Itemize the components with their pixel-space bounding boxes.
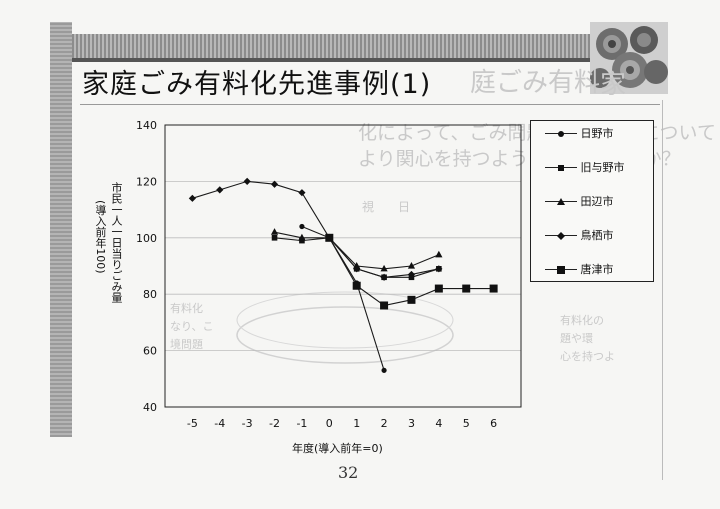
chart-gridlines — [165, 180, 521, 352]
data-point — [381, 367, 387, 373]
y-axis-label-sub: (導入前年100) — [94, 200, 107, 274]
y-tick-label: 80 — [143, 288, 157, 301]
chart-series — [188, 177, 498, 373]
bleed-through-text: 視 日 — [362, 200, 411, 214]
data-point — [352, 281, 361, 290]
diamond-marker-icon — [545, 231, 577, 241]
x-axis-label: 年度(導入前年=0) — [292, 442, 383, 455]
bleed-through-text: なり、こ — [170, 320, 214, 333]
x-tick-label: 0 — [326, 417, 333, 430]
chart-legend: 日野市 旧与野市 田辺市 鳥栖市 唐津市 — [530, 120, 654, 282]
y-tick-label: 140 — [136, 119, 157, 132]
data-point — [489, 284, 498, 293]
data-point — [380, 264, 388, 272]
y-tick-label: 100 — [136, 232, 157, 245]
x-axis-ticks: -5 -4 -3 -2 -1 0 1 2 3 4 5 6 — [187, 417, 497, 430]
x-tick-label: 5 — [463, 417, 470, 430]
plot-area-frame — [164, 124, 522, 408]
bleed-through-text: 庭ごみ有料 — [470, 68, 601, 98]
data-point — [270, 180, 279, 188]
slide-right-edge — [662, 100, 663, 480]
page-number: 32 — [338, 463, 359, 482]
x-tick-label: -4 — [214, 417, 225, 430]
x-tick-label: -3 — [242, 417, 253, 430]
legend-label: 田辺市 — [580, 195, 614, 208]
y-axis-label: 市民一人一日当りごみ量 (導入前年100) — [89, 182, 129, 352]
y-axis-ticks: 40 60 80 100 120 140 — [136, 119, 157, 414]
data-point — [407, 262, 416, 269]
top-decorative-bar — [72, 34, 607, 62]
data-point — [353, 265, 361, 273]
data-point — [299, 237, 305, 244]
legend-item-karatsu: 唐津市 — [545, 261, 614, 277]
legend-label: 日野市 — [580, 127, 614, 140]
data-point — [271, 235, 278, 241]
data-point — [407, 295, 416, 304]
legend-label: 唐津市 — [580, 263, 614, 276]
data-point — [435, 265, 443, 273]
data-point — [380, 273, 388, 281]
page-title: 家庭ごみ有料化先進事例(1) — [82, 69, 432, 100]
data-point — [270, 228, 279, 235]
series-line — [301, 226, 385, 371]
legend-item-yono: 旧与野市 — [545, 159, 625, 175]
data-point — [434, 284, 443, 293]
bleed-through-text: 有料化 — [170, 302, 203, 315]
x-tick-label: 4 — [435, 417, 442, 430]
bleed-through-text: 有料化の — [560, 314, 604, 327]
data-point — [462, 284, 471, 293]
big-square-marker-icon — [545, 265, 577, 275]
data-point — [380, 301, 389, 310]
legend-label: 鳥栖市 — [580, 229, 614, 242]
legend-item-tosu: 鳥栖市 — [545, 227, 614, 243]
bleed-through-pie — [236, 306, 454, 364]
bleed-through-text: 境問題 — [170, 338, 203, 351]
square-marker-icon — [545, 163, 577, 173]
left-decorative-bar — [50, 22, 72, 437]
x-tick-label: 3 — [408, 417, 415, 430]
x-tick-label: 2 — [381, 417, 388, 430]
x-tick-label: -1 — [296, 417, 307, 430]
legend-item-hino: 日野市 — [545, 125, 614, 141]
roses-image — [590, 22, 668, 94]
data-point — [298, 189, 306, 197]
data-point — [299, 223, 305, 230]
y-axis-label-main: 市民一人一日当りごみ量 — [110, 182, 123, 303]
data-point — [188, 194, 196, 202]
bleed-through-text: 題や環 — [560, 332, 593, 345]
data-point — [216, 186, 224, 194]
x-tick-label: 6 — [490, 417, 497, 430]
y-tick-label: 120 — [136, 175, 157, 188]
bleed-through-text: 心を持つよ — [560, 350, 615, 363]
x-tick-label: -5 — [187, 417, 198, 430]
bleed-through-pie-top — [236, 291, 454, 349]
triangle-marker-icon — [545, 197, 577, 207]
y-tick-label: 60 — [143, 345, 157, 358]
data-point — [325, 233, 334, 242]
circle-marker-icon — [545, 129, 577, 139]
x-tick-label: 1 — [353, 417, 360, 430]
data-point — [298, 233, 306, 241]
x-tick-label: -2 — [269, 417, 280, 430]
series-line — [192, 180, 439, 278]
data-point — [435, 250, 443, 258]
legend-label: 旧与野市 — [580, 161, 625, 174]
bleed-through-text: 家 — [600, 70, 627, 100]
legend-item-tanabe: 田辺市 — [545, 193, 614, 209]
data-point — [243, 177, 251, 185]
title-divider — [80, 104, 660, 105]
data-point — [407, 270, 416, 279]
y-tick-label: 40 — [143, 401, 157, 414]
